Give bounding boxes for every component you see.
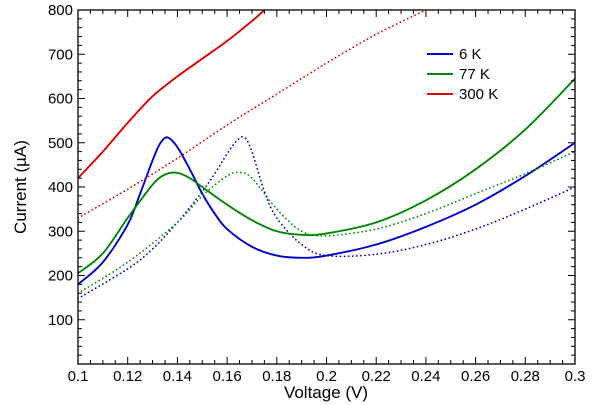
series-line-4 (78, 10, 266, 180)
y-axis-label: Current (µA) (11, 140, 30, 234)
x-tick-label: 0.16 (212, 368, 241, 385)
series-line-5 (78, 10, 427, 219)
series-line-3 (78, 150, 575, 295)
x-tick-label: 0.22 (362, 368, 391, 385)
y-axis-label-suffix: ) (11, 140, 30, 146)
x-tick-label: 0.28 (511, 368, 540, 385)
y-tick-label: 700 (48, 46, 73, 63)
y-tick-label: 600 (48, 91, 73, 108)
x-tick-label: 0.2 (316, 368, 337, 385)
legend: 6 K 77 K 300 K (427, 46, 498, 103)
y-tick-label: 100 (48, 312, 73, 329)
x-tick-label: 0.24 (411, 368, 440, 385)
plot-frame (77, 9, 576, 365)
series-line-2 (78, 77, 575, 275)
y-tick-label: 300 (48, 223, 73, 240)
legend-label: 300 K (459, 86, 498, 103)
x-tick-label: 0.12 (113, 368, 142, 385)
x-tick-label: 0.3 (565, 368, 586, 385)
y-tick-label: 500 (48, 135, 73, 152)
y-tick-label: 200 (48, 268, 73, 285)
x-tick-label: 0.1 (68, 368, 89, 385)
series-layer (78, 10, 575, 300)
y-axis-label-unit: µA (11, 145, 30, 167)
x-axis-label: Voltage (V) (284, 383, 368, 402)
y-tick-label: 800 (48, 2, 73, 19)
series-line-1 (78, 135, 575, 300)
y-axis-label-prefix: Current ( (11, 167, 30, 234)
y-tick-label: 400 (48, 179, 73, 196)
x-tick-label: 0.26 (461, 368, 490, 385)
legend-label: 77 K (459, 66, 490, 83)
x-tick-label: 0.14 (163, 368, 192, 385)
series-line-0 (78, 136, 575, 286)
tick-layer: 0.1 0.12 0.14 0.16 0.18 0.2 0.22 0.24 0.26 0.28 0.… (48, 2, 585, 385)
x-tick-label: 0.18 (262, 368, 291, 385)
legend-label: 6 K (459, 46, 482, 63)
